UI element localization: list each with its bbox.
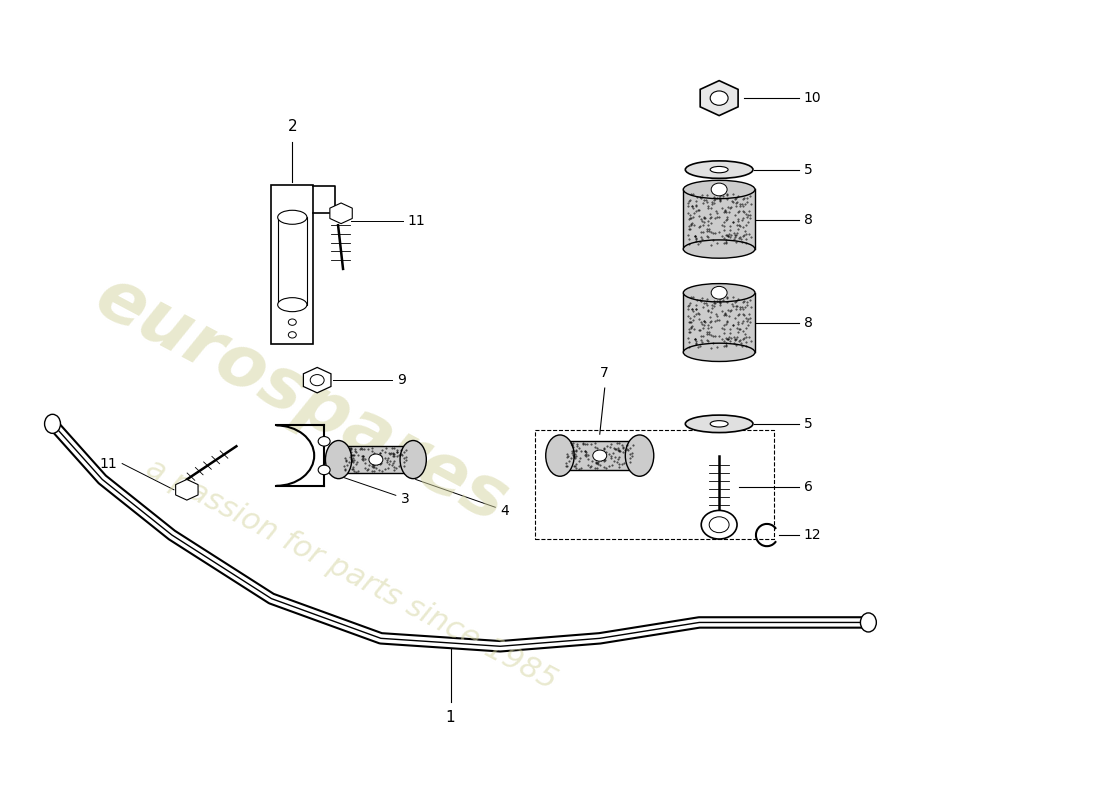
Bar <box>272 186 313 344</box>
Text: eurospares: eurospares <box>84 262 519 538</box>
Text: 11: 11 <box>408 214 426 228</box>
Ellipse shape <box>683 180 755 198</box>
Circle shape <box>288 319 296 326</box>
Circle shape <box>368 454 383 465</box>
Text: 3: 3 <box>400 492 409 506</box>
Ellipse shape <box>45 414 60 434</box>
Ellipse shape <box>277 210 307 224</box>
Text: 10: 10 <box>804 91 822 105</box>
Ellipse shape <box>277 298 307 312</box>
Text: 12: 12 <box>804 528 822 542</box>
Ellipse shape <box>683 343 755 362</box>
Text: 6: 6 <box>804 480 813 494</box>
Text: 2: 2 <box>287 119 297 134</box>
Ellipse shape <box>546 435 574 476</box>
Ellipse shape <box>711 421 728 427</box>
Bar <box>277 218 307 305</box>
Ellipse shape <box>685 161 754 178</box>
Ellipse shape <box>625 435 653 476</box>
Text: 4: 4 <box>500 504 509 518</box>
Text: 11: 11 <box>99 457 118 470</box>
Text: a passion for parts since 1985: a passion for parts since 1985 <box>141 454 561 696</box>
Ellipse shape <box>683 240 755 258</box>
Circle shape <box>701 510 737 539</box>
Ellipse shape <box>685 415 754 433</box>
Text: 7: 7 <box>601 366 609 380</box>
Bar <box>535 430 774 539</box>
Bar <box>560 441 639 470</box>
Circle shape <box>593 450 607 461</box>
Circle shape <box>318 465 330 474</box>
Ellipse shape <box>326 441 352 478</box>
Text: 9: 9 <box>397 373 406 387</box>
Bar <box>339 446 414 473</box>
Text: 8: 8 <box>804 316 813 330</box>
Ellipse shape <box>711 166 728 173</box>
Circle shape <box>711 91 728 106</box>
Bar <box>683 293 755 352</box>
Circle shape <box>288 332 296 338</box>
Bar <box>683 190 755 249</box>
Text: 5: 5 <box>804 162 813 177</box>
Circle shape <box>712 183 727 196</box>
Text: 5: 5 <box>804 417 813 431</box>
Text: 8: 8 <box>804 213 813 226</box>
Ellipse shape <box>860 613 877 632</box>
Text: 1: 1 <box>446 710 455 725</box>
Circle shape <box>318 437 330 446</box>
Ellipse shape <box>400 441 427 478</box>
Ellipse shape <box>683 283 755 302</box>
Circle shape <box>712 286 727 299</box>
